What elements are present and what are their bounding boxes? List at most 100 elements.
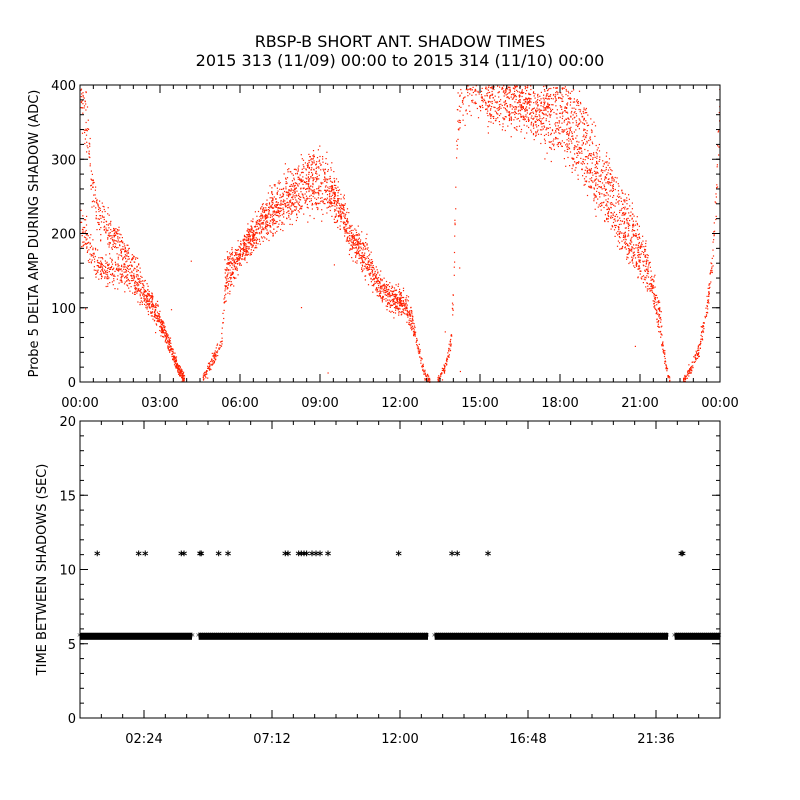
data-point xyxy=(253,242,255,244)
data-point xyxy=(399,305,401,307)
data-point xyxy=(384,286,386,288)
data-point xyxy=(97,221,99,224)
data-point xyxy=(578,104,580,107)
data-point xyxy=(175,367,177,369)
data-point xyxy=(321,220,323,222)
data-point xyxy=(612,184,614,186)
data-point xyxy=(530,124,532,126)
data-point xyxy=(209,364,211,366)
data-point xyxy=(565,90,567,92)
data-point xyxy=(535,134,537,136)
data-point xyxy=(260,217,262,219)
data-point xyxy=(290,185,292,187)
data-point xyxy=(214,353,216,355)
data-point xyxy=(288,196,290,198)
data-point xyxy=(346,232,348,234)
data-point xyxy=(343,227,345,229)
data-point xyxy=(255,221,257,223)
data-point xyxy=(373,274,375,276)
data-point xyxy=(286,217,288,219)
data-point xyxy=(162,335,164,338)
data-point xyxy=(557,125,559,127)
data-point xyxy=(523,99,525,101)
data-point xyxy=(123,248,125,250)
data-point xyxy=(362,265,364,267)
data-point xyxy=(512,97,515,99)
data-point xyxy=(355,243,358,246)
data-point xyxy=(532,111,534,113)
data-point xyxy=(408,321,410,323)
data-point xyxy=(462,103,464,105)
data-point xyxy=(363,261,365,263)
data-point xyxy=(392,299,394,301)
data-point xyxy=(475,102,477,104)
data-point xyxy=(173,355,175,357)
data-point xyxy=(485,86,487,88)
data-point xyxy=(656,321,658,323)
data-point xyxy=(261,206,263,208)
data-point xyxy=(254,225,256,227)
data-point xyxy=(603,201,605,203)
data-point xyxy=(597,198,599,200)
data-point xyxy=(280,210,282,212)
data-point xyxy=(358,237,360,239)
data-point xyxy=(568,127,570,129)
data-point xyxy=(335,215,337,217)
data-point xyxy=(355,242,357,244)
data-point xyxy=(308,171,310,173)
data-point xyxy=(245,240,247,242)
data-point xyxy=(595,151,597,154)
data-point xyxy=(241,255,243,257)
data-point xyxy=(525,106,528,108)
data-point xyxy=(632,213,634,215)
data-point xyxy=(519,101,521,103)
data-point xyxy=(412,322,414,324)
data-point xyxy=(90,261,92,263)
data-point xyxy=(637,277,639,279)
data-point xyxy=(271,202,273,204)
data-point xyxy=(121,264,123,266)
data-point xyxy=(559,133,561,135)
data-point xyxy=(410,306,412,308)
data-point xyxy=(489,112,491,115)
data-point xyxy=(89,163,91,165)
data-point xyxy=(530,117,532,119)
data-point xyxy=(273,219,275,221)
data-point xyxy=(128,268,130,270)
data-point xyxy=(237,240,239,242)
data-point xyxy=(660,326,662,328)
data-point xyxy=(231,253,233,255)
data-point xyxy=(275,214,277,216)
data-point xyxy=(628,198,630,200)
data-point xyxy=(151,311,154,313)
data-point xyxy=(266,199,268,201)
data-point xyxy=(293,209,296,211)
data-point xyxy=(600,186,602,188)
data-point xyxy=(651,290,653,292)
data-point xyxy=(447,355,450,357)
data-point xyxy=(624,241,626,243)
data-point xyxy=(566,124,568,126)
data-point xyxy=(307,176,309,178)
data-point xyxy=(652,300,654,302)
data-point xyxy=(244,257,246,259)
data-point xyxy=(486,93,488,95)
data-point xyxy=(567,148,569,150)
data-point xyxy=(347,221,349,223)
data-point xyxy=(264,209,266,211)
data-point xyxy=(177,371,179,373)
data-point xyxy=(348,232,350,234)
data-point xyxy=(87,119,89,121)
data-point xyxy=(547,89,549,91)
data-point xyxy=(614,218,616,220)
data-point xyxy=(112,245,114,247)
data-point xyxy=(154,316,156,318)
data-point xyxy=(612,188,614,190)
data-point xyxy=(621,192,623,194)
data-point xyxy=(414,326,416,329)
data-point xyxy=(272,200,274,202)
data-point xyxy=(246,254,248,256)
data-point xyxy=(470,89,472,91)
data-point xyxy=(330,187,332,189)
data-point xyxy=(315,179,318,181)
